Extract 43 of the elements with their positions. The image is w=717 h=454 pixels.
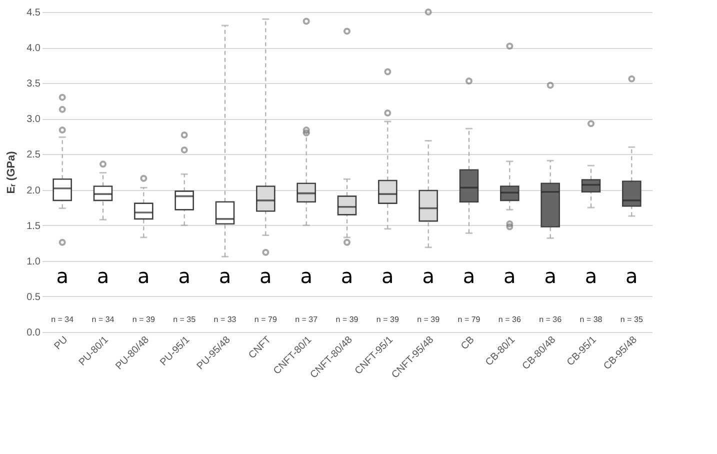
y-tick-label: 2.5 bbox=[26, 150, 41, 161]
y-tick-label: 3.0 bbox=[26, 114, 41, 126]
annotation: n = 39 bbox=[417, 314, 440, 324]
annotation: n = 38 bbox=[580, 314, 603, 324]
x-tick-label: CB bbox=[459, 334, 477, 352]
annotation: a bbox=[504, 264, 516, 288]
annotation: a bbox=[626, 264, 638, 288]
annotation: a bbox=[218, 264, 232, 288]
annotation: n = 34 bbox=[51, 314, 74, 324]
annotation: n = 33 bbox=[214, 314, 237, 324]
annotation: n = 36 bbox=[539, 314, 562, 324]
annotation: n = 35 bbox=[173, 314, 196, 324]
annotation: n = 39 bbox=[376, 314, 400, 324]
annotation: n = 34 bbox=[92, 314, 115, 324]
y-tick-label: 1.0 bbox=[26, 256, 41, 268]
annotation: a bbox=[138, 264, 150, 288]
y-tick-label: 4.5 bbox=[26, 8, 41, 18]
annotation: n = 39 bbox=[336, 314, 359, 324]
annotation: a bbox=[422, 264, 434, 288]
y-tick-label: 0.5 bbox=[26, 292, 41, 303]
annotation: n = 35 bbox=[620, 314, 644, 324]
annotation: a bbox=[462, 264, 476, 288]
y-axis-title: Eᵣ (GPa) bbox=[6, 150, 18, 194]
annotation: a bbox=[260, 264, 272, 288]
x-tick-label: PU bbox=[52, 334, 70, 352]
annotation: n = 79 bbox=[458, 314, 481, 324]
annotation: a bbox=[96, 264, 110, 288]
annotation: a bbox=[340, 264, 354, 288]
y-tick-label: 0.0 bbox=[26, 328, 41, 338]
y-tick-label: 4.0 bbox=[26, 43, 41, 54]
y-tick-label: 3.5 bbox=[26, 78, 41, 90]
annotation: n = 79 bbox=[254, 314, 278, 324]
annotation: a bbox=[584, 264, 598, 288]
y-tick-label: 1.5 bbox=[26, 220, 41, 232]
annotation: n = 36 bbox=[498, 314, 522, 324]
annotation: a bbox=[382, 264, 394, 288]
annotation: n = 37 bbox=[295, 314, 318, 324]
annotation: n = 39 bbox=[132, 314, 156, 324]
annotation: a bbox=[544, 264, 556, 288]
annotation: a bbox=[178, 264, 190, 288]
annotation: a bbox=[56, 264, 68, 288]
y-tick-label: 2.0 bbox=[26, 185, 41, 196]
annotation: a bbox=[300, 264, 312, 288]
